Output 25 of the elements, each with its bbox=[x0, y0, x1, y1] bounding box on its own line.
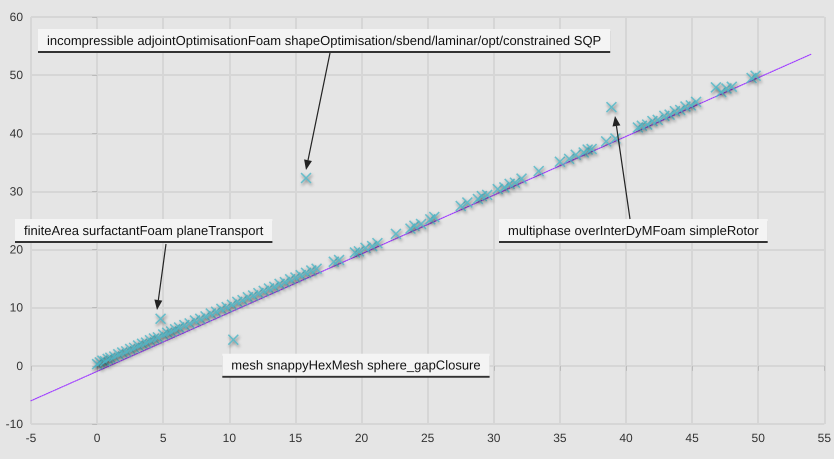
annotation: incompressible adjointOptimisationFoam shapeOptimisation/sbend/laminar/opt/constrained SQP bbox=[47, 33, 602, 48]
x-tick-label: 5 bbox=[160, 431, 167, 445]
x-tick-label: 55 bbox=[818, 431, 832, 445]
x-tick-label: 30 bbox=[487, 431, 501, 445]
x-tick-label: 0 bbox=[94, 431, 101, 445]
x-tick-label: 50 bbox=[752, 431, 766, 445]
y-tick-label: 0 bbox=[16, 358, 24, 373]
x-tick-label: 10 bbox=[222, 431, 236, 445]
x-tick-label: 25 bbox=[420, 431, 435, 445]
x-tick-label: 15 bbox=[288, 431, 302, 445]
x-tick-label: 40 bbox=[619, 431, 633, 445]
y-tick-label: 50 bbox=[10, 68, 24, 82]
x-tick-label: 20 bbox=[354, 431, 369, 445]
y-tick-label: 60 bbox=[10, 10, 24, 24]
y-tick-label: 10 bbox=[10, 300, 24, 315]
y-tick-label: 20 bbox=[10, 242, 24, 257]
x-tick-label: 45 bbox=[685, 431, 700, 445]
y-tick-label: 30 bbox=[10, 184, 24, 198]
y-tick-label: 40 bbox=[10, 126, 24, 140]
x-tick-label: -5 bbox=[26, 431, 37, 445]
x-tick-label: 35 bbox=[553, 431, 567, 445]
annotation: multiphase overInterDyMFoam simpleRotor bbox=[508, 223, 760, 238]
y-tick-label: -10 bbox=[6, 417, 24, 431]
annotation: finiteArea surfactantFoam planeTransport bbox=[24, 223, 264, 238]
annotation: mesh snappyHexMesh sphere_gapClosure bbox=[231, 358, 481, 373]
